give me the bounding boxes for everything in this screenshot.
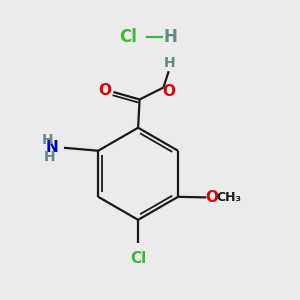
Text: Cl: Cl bbox=[130, 251, 146, 266]
Text: H: H bbox=[44, 150, 55, 164]
Text: O: O bbox=[205, 190, 218, 205]
Text: O: O bbox=[162, 84, 175, 99]
Text: CH₃: CH₃ bbox=[216, 191, 241, 204]
Text: H: H bbox=[164, 28, 178, 46]
Text: O: O bbox=[99, 83, 112, 98]
Text: Cl: Cl bbox=[119, 28, 136, 46]
Text: H: H bbox=[42, 133, 53, 147]
Text: H: H bbox=[164, 56, 176, 70]
Text: N: N bbox=[46, 140, 59, 155]
